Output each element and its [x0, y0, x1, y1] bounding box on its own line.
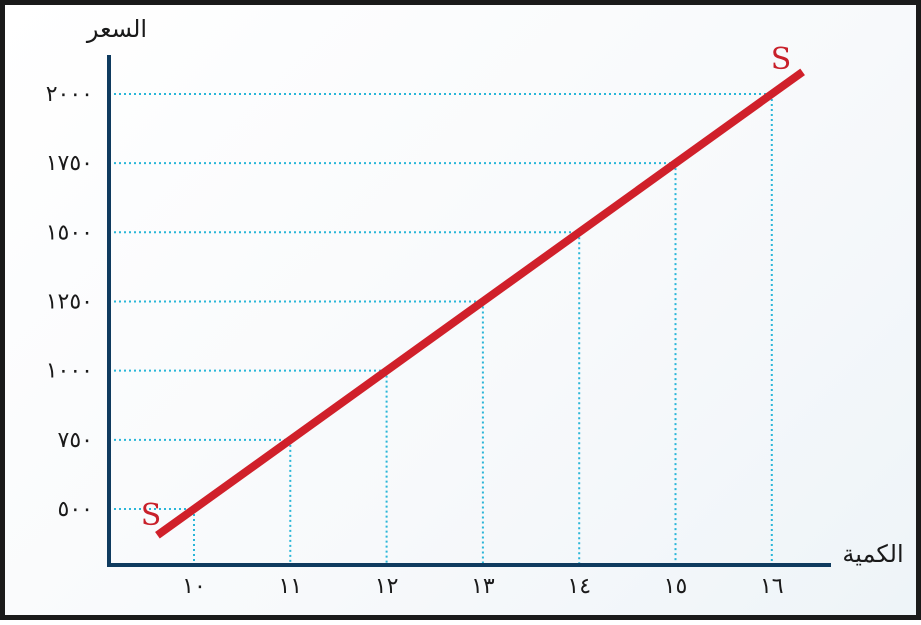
x-tick-label: ١٥	[664, 574, 688, 599]
supply-line	[157, 72, 802, 535]
y-tick-label: ١٠٠٠	[46, 359, 93, 384]
series-label-start: S	[141, 498, 162, 533]
supply-chart: ١٠ ١١ ١٢ ١٣ ١٤ ١٥ ١٦ ٥٠٠ ٧٥٠ ١٠٠٠ ١٢٥٠ ١٥٠٠ ١٧٥٠ ٢٠٠…	[5, 5, 921, 625]
x-axis-title: الكمية	[842, 540, 903, 568]
x-tick-label: ١٠	[182, 574, 206, 599]
series-label-end: S	[771, 42, 792, 77]
x-tick-label: ١١	[278, 574, 302, 599]
y-tick-label: ١٥٠٠	[46, 220, 93, 245]
y-tick-label: ١٧٥٠	[46, 151, 93, 176]
y-tick-label: ٢٠٠٠	[46, 82, 93, 107]
x-tick-label: ١٤	[567, 574, 591, 599]
series-group	[157, 72, 802, 535]
x-tick-label: ١٦	[760, 574, 784, 599]
x-tick-label: ١٣	[471, 574, 495, 599]
x-tick-label: ١٢	[375, 574, 399, 599]
y-tick-label: ٧٥٠	[58, 428, 93, 453]
y-tick-labels: ٥٠٠ ٧٥٠ ١٠٠٠ ١٢٥٠ ١٥٠٠ ١٧٥٠ ٢٠٠٠	[46, 82, 93, 522]
y-tick-label: ١٢٥٠	[46, 289, 93, 314]
y-axis-title: السعر	[86, 15, 147, 43]
y-tick-label: ٥٠٠	[58, 497, 93, 522]
x-tick-labels: ١٠ ١١ ١٢ ١٣ ١٤ ١٥ ١٦	[182, 574, 783, 599]
